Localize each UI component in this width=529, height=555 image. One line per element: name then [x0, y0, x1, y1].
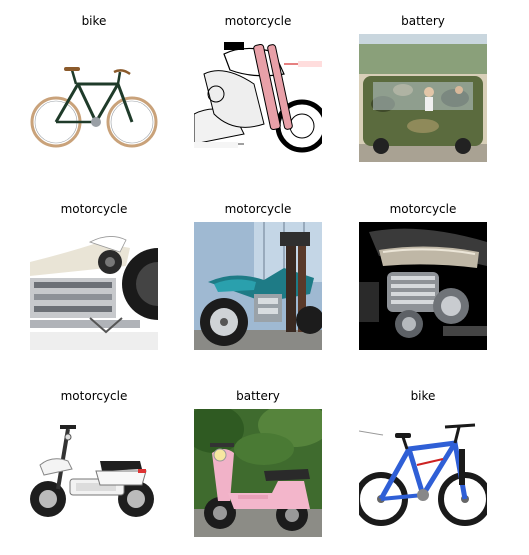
cell-label: motorcycle — [10, 389, 178, 403]
white-electric-scooter-photo — [30, 409, 158, 537]
camo-electric-cart-photo — [359, 34, 487, 162]
cell-label: battery — [339, 14, 507, 28]
bike-photo — [30, 34, 158, 162]
cell-label: bike — [10, 14, 178, 28]
motorcycle-engine-closeup-photo — [359, 222, 487, 350]
motorcycle-diagram — [194, 34, 322, 162]
pink-scooter-photo — [194, 409, 322, 537]
cell-label: motorcycle — [10, 202, 178, 216]
blue-mountain-bike-photo — [359, 409, 487, 537]
cell-label: motorcycle — [174, 14, 342, 28]
cell-label: motorcycle — [174, 202, 342, 216]
cell-label: battery — [174, 389, 342, 403]
electric-motorcycle-closeup-photo — [30, 222, 158, 350]
cell-label: motorcycle — [339, 202, 507, 216]
cell-label: bike — [339, 389, 507, 403]
teal-cruiser-motorcycle-photo — [194, 222, 322, 350]
